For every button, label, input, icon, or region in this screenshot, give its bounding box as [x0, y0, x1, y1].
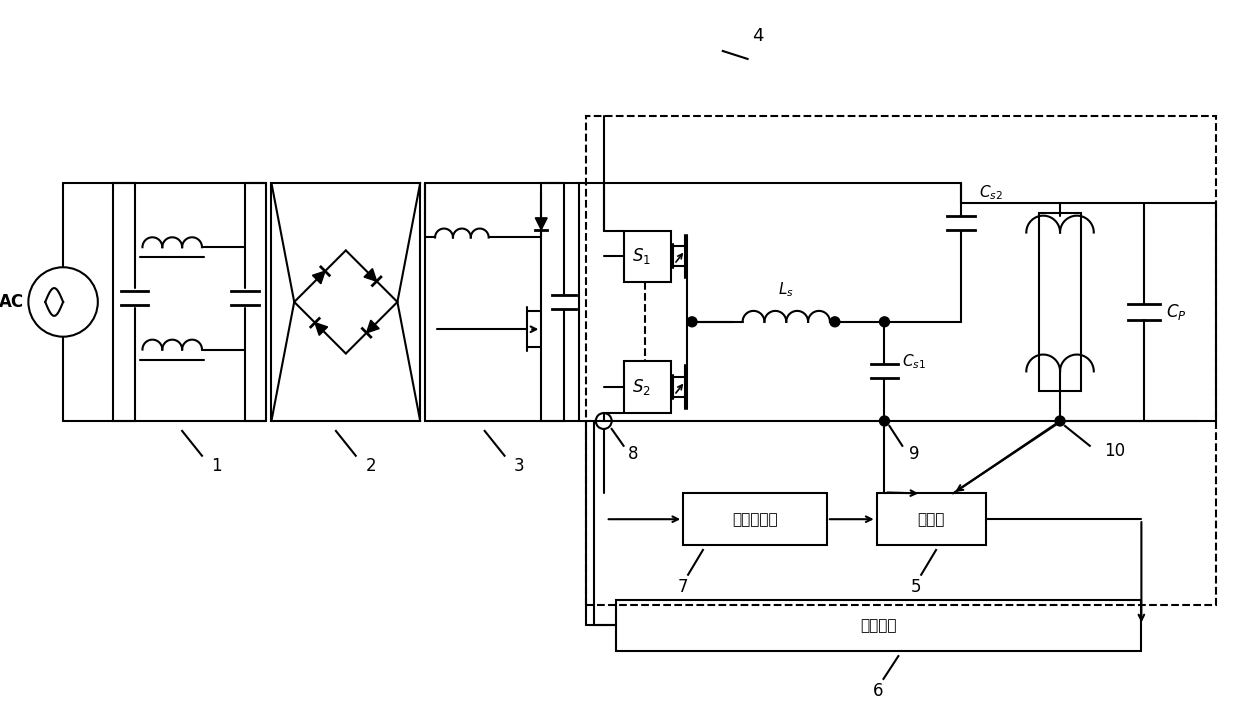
- Polygon shape: [535, 218, 548, 230]
- Text: 6: 6: [873, 682, 883, 699]
- Bar: [876, 494, 986, 545]
- Bar: [683, 494, 826, 545]
- Text: 3: 3: [514, 457, 525, 475]
- Text: 8: 8: [628, 445, 639, 463]
- Text: $C_{s1}$: $C_{s1}$: [902, 352, 927, 371]
- Bar: [1040, 213, 1080, 392]
- Text: 单片机: 单片机: [917, 512, 945, 527]
- Bar: [623, 361, 672, 413]
- Text: $S_1$: $S_1$: [632, 246, 652, 266]
- Bar: [271, 183, 420, 421]
- Polygon shape: [312, 271, 325, 284]
- Text: AC: AC: [0, 293, 24, 311]
- Text: 4: 4: [752, 27, 763, 45]
- Bar: [113, 183, 266, 421]
- Circle shape: [880, 416, 890, 426]
- Polygon shape: [367, 320, 379, 333]
- Bar: [425, 183, 579, 421]
- Polygon shape: [315, 323, 327, 335]
- Text: 9: 9: [909, 445, 919, 463]
- Text: 驱动电路: 驱动电路: [860, 618, 897, 633]
- Text: $C_P$: $C_P$: [1166, 302, 1187, 322]
- Circle shape: [1056, 416, 1066, 426]
- Polygon shape: [364, 269, 377, 281]
- Text: 2: 2: [366, 457, 375, 475]
- Text: 1: 1: [212, 457, 222, 475]
- Circle shape: [688, 317, 698, 327]
- Circle shape: [880, 317, 890, 327]
- Text: 7: 7: [678, 578, 689, 595]
- Text: 直流滤波器: 直流滤波器: [732, 512, 778, 527]
- Text: 10: 10: [1104, 441, 1125, 460]
- Text: $L_s$: $L_s$: [778, 280, 794, 299]
- Text: $S_2$: $S_2$: [632, 378, 650, 397]
- Text: $C_{s2}$: $C_{s2}$: [979, 183, 1002, 202]
- Bar: [586, 117, 1215, 605]
- Bar: [616, 600, 1141, 651]
- Bar: [623, 231, 672, 282]
- Circle shape: [830, 317, 840, 327]
- Text: 5: 5: [911, 578, 922, 595]
